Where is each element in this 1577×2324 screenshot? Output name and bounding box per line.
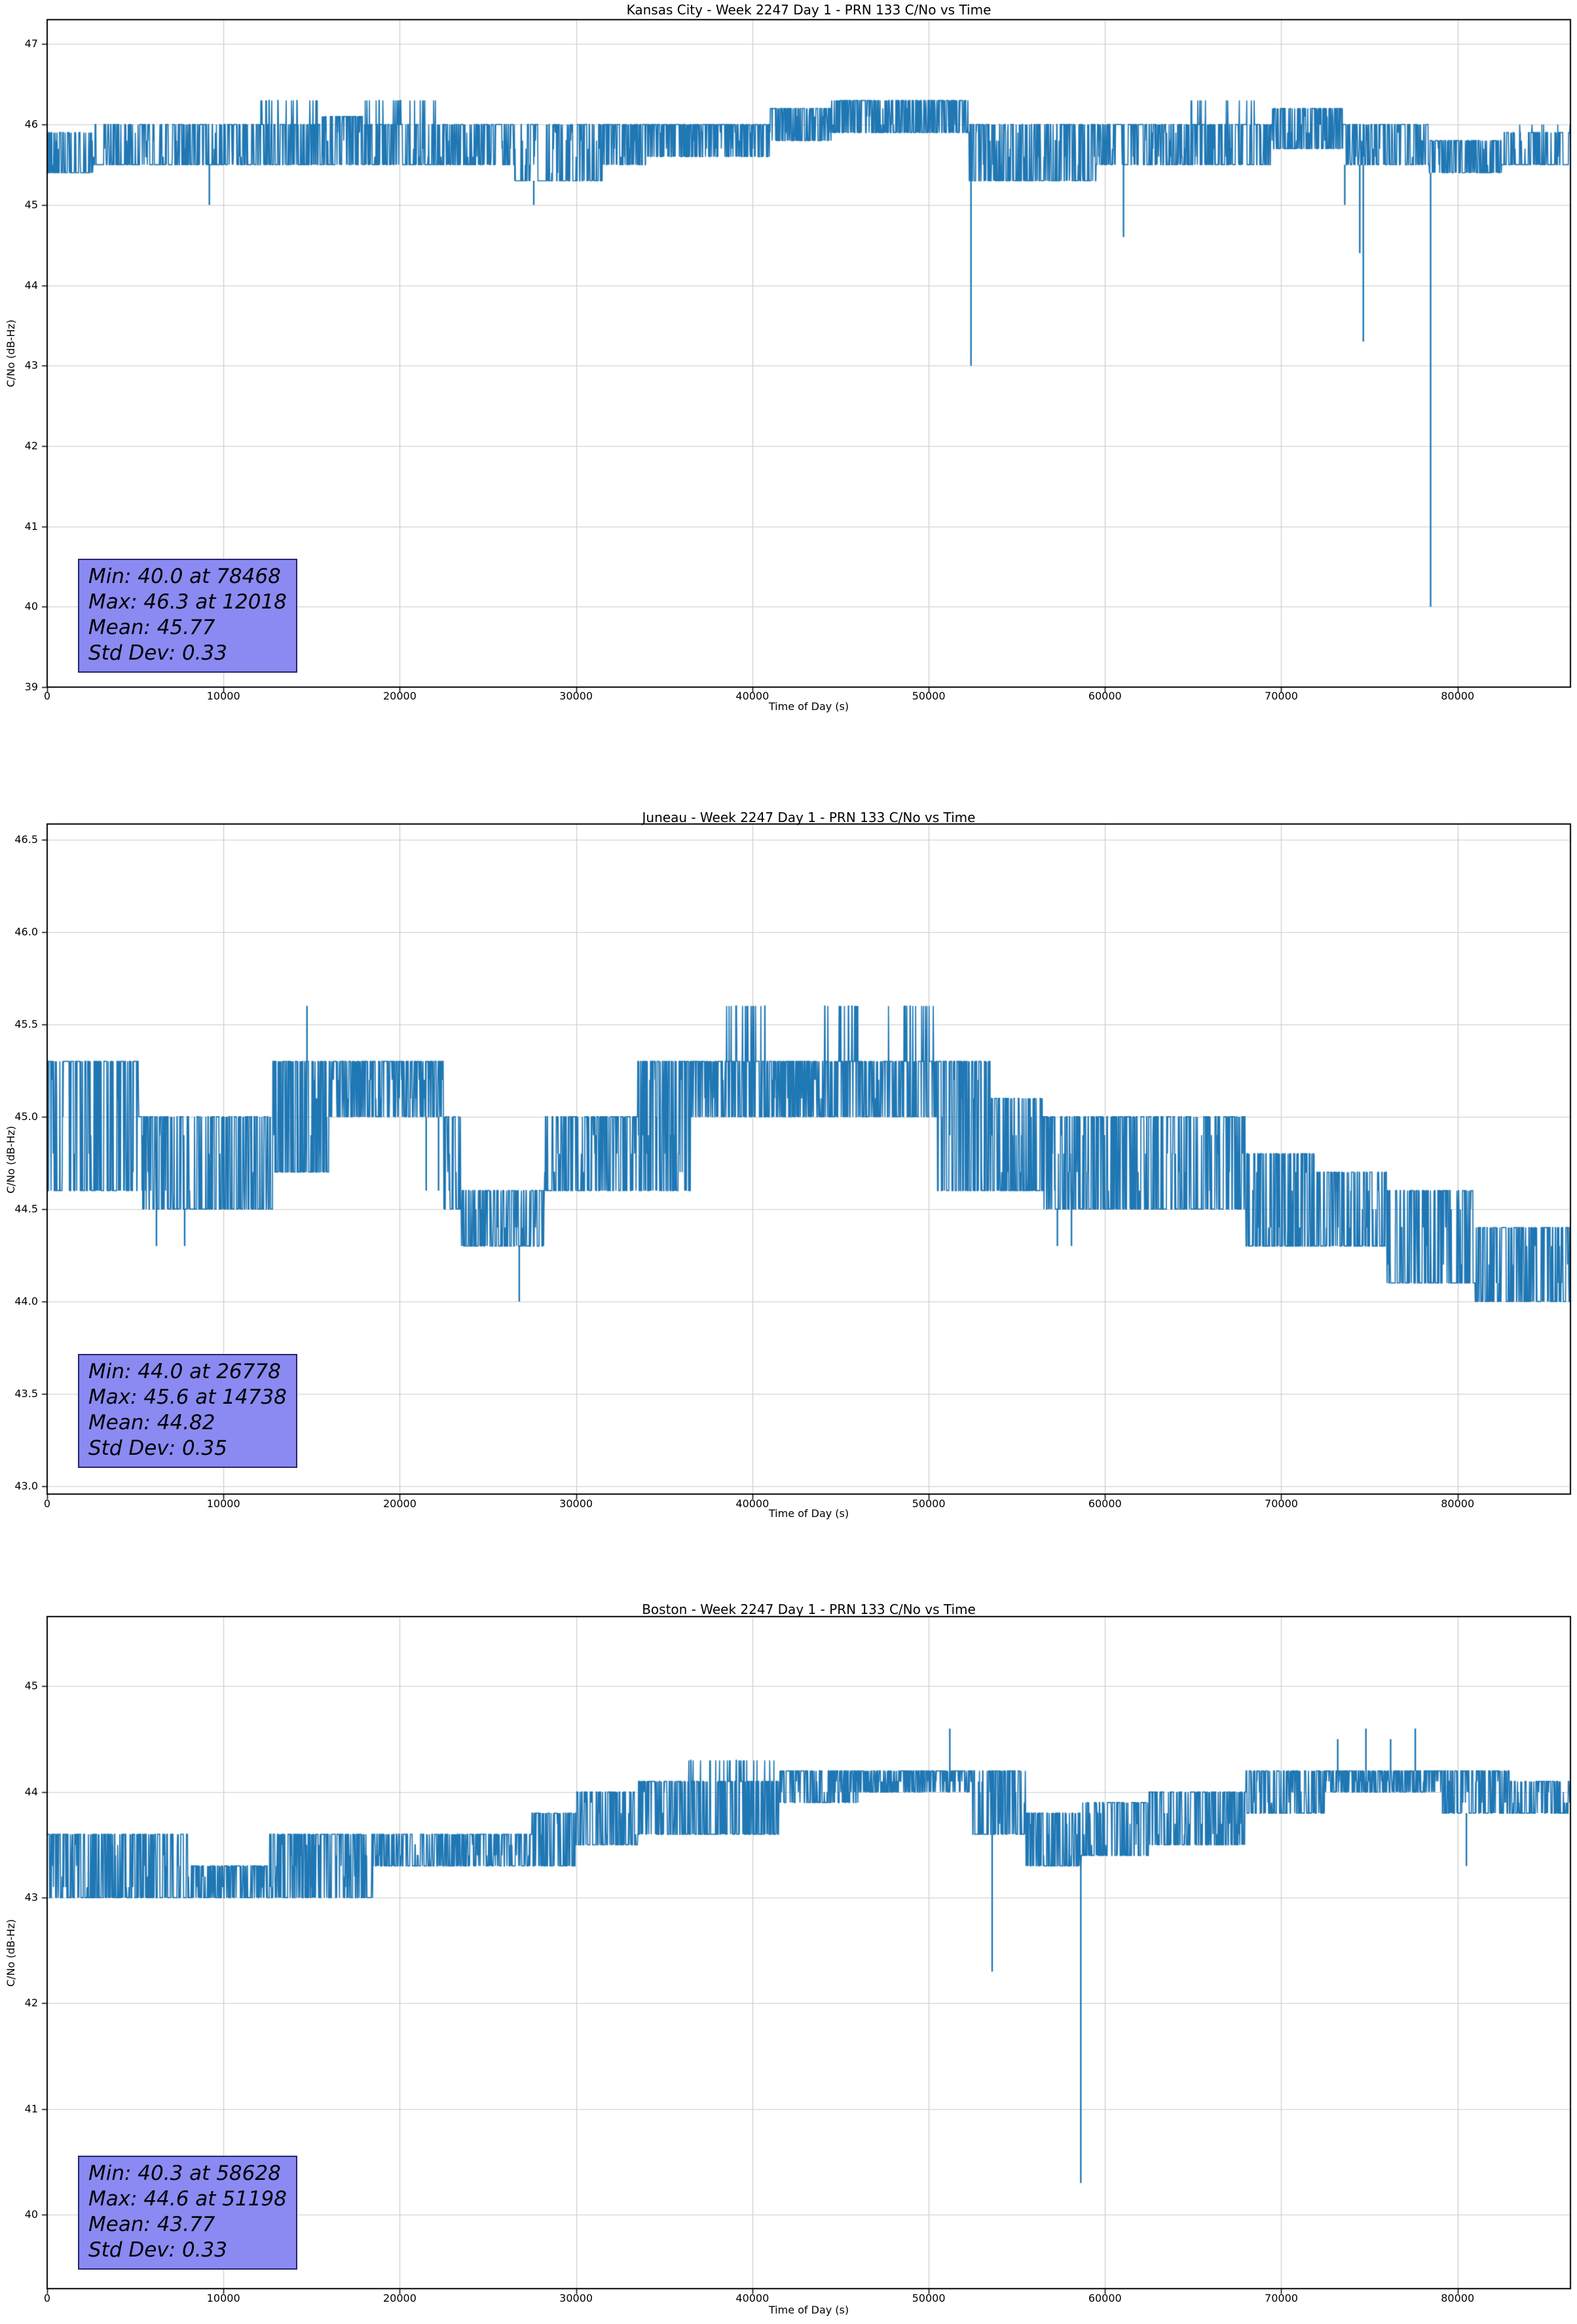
stats-box: Min: 40.0 at 78468 Max: 46.3 at 12018 Me… xyxy=(78,559,297,673)
y-tick-label: 46 xyxy=(24,118,38,131)
chart-title: Juneau - Week 2247 Day 1 - PRN 133 C/No … xyxy=(642,810,976,825)
y-tick-label: 43.0 xyxy=(14,1479,38,1492)
stats-mean: Mean: 44.82 xyxy=(88,1411,215,1434)
y-tick-label: 46.0 xyxy=(14,925,38,938)
stats-std: Std Dev: 0.35 xyxy=(88,1436,227,1460)
y-tick-label: 39 xyxy=(24,681,38,693)
x-tick-label: 40000 xyxy=(735,1497,770,1510)
stats-min: Min: 40.3 at 58628 xyxy=(88,2162,281,2185)
y-tick-label: 44.0 xyxy=(14,1294,38,1307)
x-tick-label: 0 xyxy=(43,690,51,702)
x-tick-label: 70000 xyxy=(1265,2292,1298,2304)
y-tick-label: 46.5 xyxy=(14,833,38,846)
x-tick-label: 10000 xyxy=(206,690,240,702)
x-tick-label: 50000 xyxy=(912,2292,946,2304)
x-tick-label: 70000 xyxy=(1265,690,1298,702)
x-tick-label: 20000 xyxy=(382,690,417,702)
y-tick-label: 40 xyxy=(24,2208,38,2221)
y-tick-label: 45.0 xyxy=(14,1110,38,1123)
y-tick-label: 45 xyxy=(24,1679,38,1693)
x-tick-label: 50000 xyxy=(912,1497,946,1510)
stats-max: Max: 45.6 at 14738 xyxy=(88,1385,287,1409)
chart-title: Kansas City - Week 2247 Day 1 - PRN 133 … xyxy=(626,2,992,18)
stats-max: Max: 44.6 at 51198 xyxy=(88,2187,287,2211)
y-tick-label: 44 xyxy=(24,278,38,291)
y-axis-label: C/No (dB-Hz) xyxy=(5,319,18,387)
y-tick-label: 41 xyxy=(24,2102,38,2115)
x-tick-label: 60000 xyxy=(1088,1497,1122,1510)
x-tick-label: 50000 xyxy=(912,690,946,702)
x-tick-label: 10000 xyxy=(206,2292,240,2304)
stats-box: Min: 40.3 at 58628 Max: 44.6 at 51198 Me… xyxy=(78,2156,297,2270)
stats-box: Min: 44.0 at 26778 Max: 45.6 at 14738 Me… xyxy=(78,1354,297,1468)
x-tick-label: 20000 xyxy=(382,1497,417,1510)
x-tick-label: 60000 xyxy=(1088,2292,1122,2304)
x-tick-label: 0 xyxy=(43,2292,51,2304)
y-tick-label: 44.5 xyxy=(14,1202,38,1215)
x-tick-label: 30000 xyxy=(559,690,593,702)
x-axis-label: Time of Day (s) xyxy=(768,700,849,713)
x-tick-label: 40000 xyxy=(735,2292,770,2304)
stats-mean: Mean: 43.77 xyxy=(88,2213,215,2236)
y-tick-label: 41 xyxy=(24,519,38,533)
y-tick-label: 42 xyxy=(24,439,38,452)
stats-min: Min: 40.0 at 78468 xyxy=(88,565,281,588)
x-tick-label: 30000 xyxy=(559,2292,593,2304)
y-tick-label: 45 xyxy=(24,198,38,211)
y-tick-label: 43 xyxy=(24,359,38,372)
stats-max: Max: 46.3 at 12018 xyxy=(88,590,287,614)
x-tick-label: 70000 xyxy=(1265,1497,1298,1510)
x-tick-label: 30000 xyxy=(559,1497,593,1510)
x-tick-label: 10000 xyxy=(206,1497,240,1510)
y-tick-label: 47 xyxy=(24,37,38,50)
x-tick-label: 60000 xyxy=(1088,690,1122,702)
y-tick-label: 42 xyxy=(24,1996,38,2010)
y-tick-label: 43 xyxy=(24,1891,38,1904)
x-axis-label: Time of Day (s) xyxy=(768,1507,849,1520)
x-tick-label: 0 xyxy=(43,1497,51,1510)
x-tick-label: 80000 xyxy=(1441,690,1475,702)
y-tick-label: 40 xyxy=(24,600,38,613)
y-tick-label: 44 xyxy=(24,1785,38,1798)
x-tick-label: 80000 xyxy=(1441,2292,1475,2304)
x-tick-label: 80000 xyxy=(1441,1497,1475,1510)
stats-min: Min: 44.0 at 26778 xyxy=(88,1360,281,1383)
chart-title: Boston - Week 2247 Day 1 - PRN 133 C/No … xyxy=(642,1602,976,1617)
x-tick-label: 40000 xyxy=(735,690,770,702)
y-axis-label: C/No (dB-Hz) xyxy=(5,1125,18,1193)
y-tick-label: 45.5 xyxy=(14,1017,38,1030)
stats-std: Std Dev: 0.33 xyxy=(88,2238,227,2262)
x-axis-label: Time of Day (s) xyxy=(768,2304,849,2316)
stats-mean: Mean: 45.77 xyxy=(88,616,215,639)
x-tick-label: 20000 xyxy=(382,2292,417,2304)
stats-std: Std Dev: 0.33 xyxy=(88,641,227,665)
y-tick-label: 43.5 xyxy=(14,1387,38,1400)
